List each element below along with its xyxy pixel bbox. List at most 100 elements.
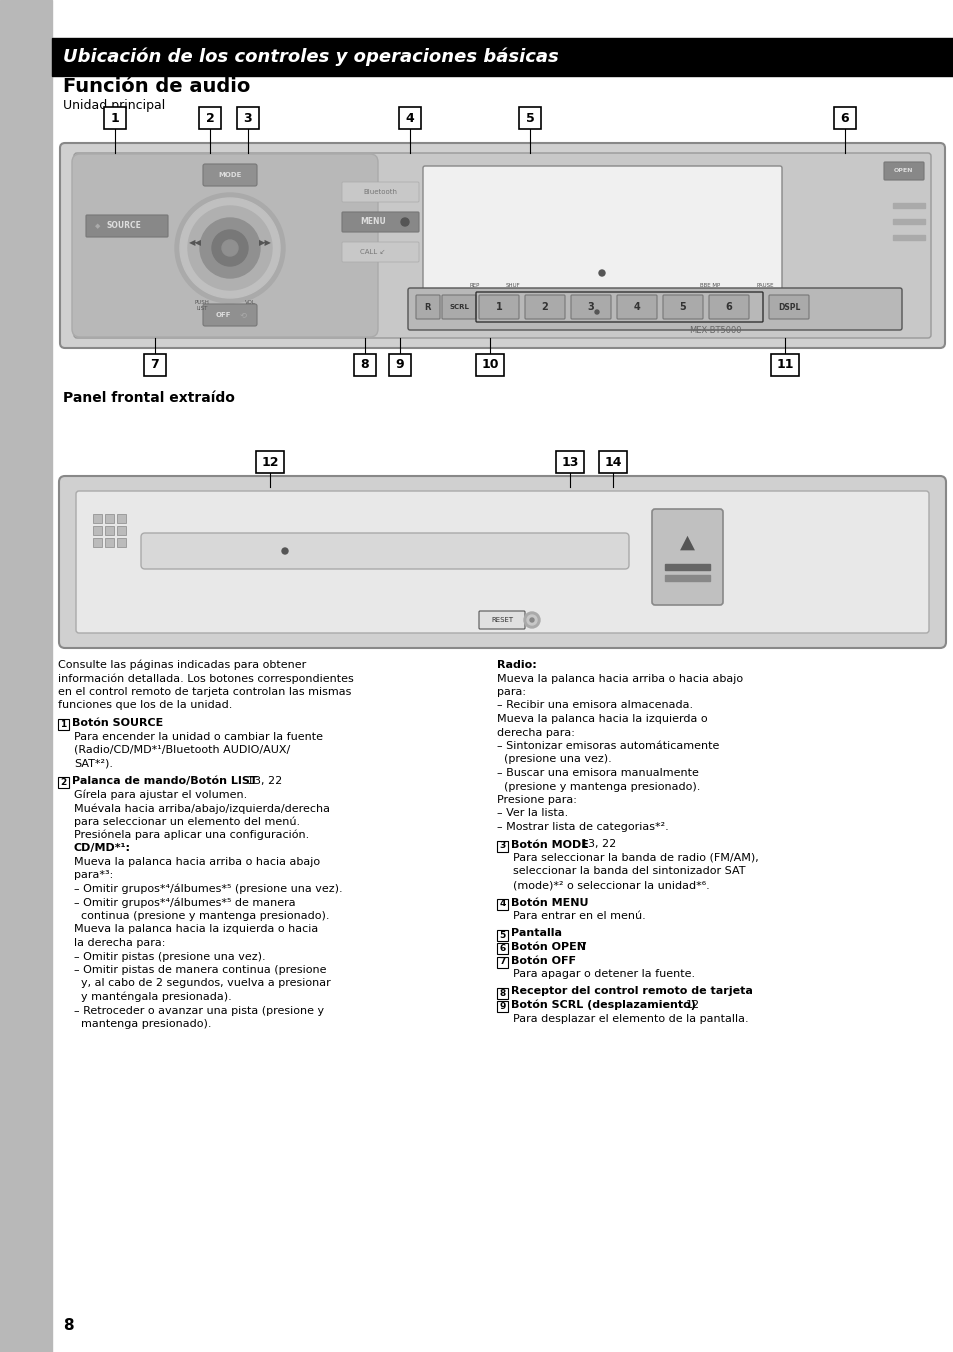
Circle shape bbox=[282, 548, 288, 554]
Circle shape bbox=[400, 218, 409, 226]
Text: Panel frontal extraído: Panel frontal extraído bbox=[63, 391, 234, 406]
Text: 12: 12 bbox=[261, 456, 278, 469]
Bar bbox=[0, 0, 52, 1352]
Text: – Retroceder o avanzar una pista (presione y: – Retroceder o avanzar una pista (presio… bbox=[74, 1006, 324, 1015]
Text: Botón SOURCE: Botón SOURCE bbox=[71, 718, 163, 727]
Text: REP: REP bbox=[469, 283, 479, 288]
Bar bbox=[117, 538, 126, 548]
Text: 8: 8 bbox=[498, 988, 505, 998]
Bar bbox=[105, 514, 113, 523]
Bar bbox=[105, 538, 113, 548]
Text: 6: 6 bbox=[498, 944, 505, 953]
Text: 10: 10 bbox=[480, 358, 498, 372]
Text: 13: 13 bbox=[560, 456, 578, 469]
Text: 2: 2 bbox=[541, 301, 548, 312]
Text: Botón SCRL (desplazamiento): Botón SCRL (desplazamiento) bbox=[511, 1000, 695, 1010]
Circle shape bbox=[222, 241, 237, 256]
Text: continua (presione y mantenga presionado).: continua (presione y mantenga presionado… bbox=[74, 911, 329, 921]
Text: 12: 12 bbox=[685, 1000, 700, 1010]
FancyBboxPatch shape bbox=[416, 295, 439, 319]
FancyBboxPatch shape bbox=[662, 295, 702, 319]
Bar bbox=[104, 107, 126, 128]
Text: Unidad principal: Unidad principal bbox=[63, 99, 165, 111]
Text: Muévala hacia arriba/abajo/izquierda/derecha: Muévala hacia arriba/abajo/izquierda/der… bbox=[74, 803, 330, 814]
Text: 3: 3 bbox=[243, 111, 252, 124]
FancyBboxPatch shape bbox=[341, 183, 418, 201]
Text: para seleccionar un elemento del menú.: para seleccionar un elemento del menú. bbox=[74, 817, 300, 827]
Text: Receptor del control remoto de tarjeta: Receptor del control remoto de tarjeta bbox=[511, 987, 752, 996]
FancyBboxPatch shape bbox=[422, 166, 781, 289]
Text: – Ver la lista.: – Ver la lista. bbox=[497, 808, 568, 818]
Circle shape bbox=[174, 193, 285, 303]
Text: 7: 7 bbox=[578, 942, 585, 952]
FancyBboxPatch shape bbox=[441, 295, 476, 319]
Text: (presione y mantenga presionado).: (presione y mantenga presionado). bbox=[497, 781, 700, 791]
Text: Botón OFF: Botón OFF bbox=[511, 956, 576, 965]
Text: PAUSE: PAUSE bbox=[756, 283, 773, 288]
Circle shape bbox=[523, 612, 539, 627]
Text: Botón MODE: Botón MODE bbox=[511, 840, 588, 849]
Text: SCRL: SCRL bbox=[449, 304, 469, 310]
Text: 8: 8 bbox=[360, 358, 369, 372]
Bar bbox=[236, 107, 258, 128]
Text: Para apagar o detener la fuente.: Para apagar o detener la fuente. bbox=[513, 969, 695, 979]
Text: R: R bbox=[424, 303, 431, 311]
Text: MODE: MODE bbox=[218, 172, 241, 178]
Text: MEX-BT5000: MEX-BT5000 bbox=[688, 326, 740, 335]
Text: (mode)*² o seleccionar la unidad*⁶.: (mode)*² o seleccionar la unidad*⁶. bbox=[513, 880, 709, 890]
Text: 1: 1 bbox=[496, 301, 502, 312]
Text: SOURCE: SOURCE bbox=[107, 222, 142, 230]
Text: VOL: VOL bbox=[244, 300, 255, 306]
Text: 9: 9 bbox=[498, 1002, 505, 1011]
Text: – Omitir grupos*⁴/álbumes*⁵ (presione una vez).: – Omitir grupos*⁴/álbumes*⁵ (presione un… bbox=[74, 884, 342, 895]
FancyBboxPatch shape bbox=[203, 164, 256, 187]
Text: Función de audio: Función de audio bbox=[63, 77, 250, 96]
Text: 5: 5 bbox=[679, 301, 685, 312]
Text: Para encender la unidad o cambiar la fuente: Para encender la unidad o cambiar la fue… bbox=[74, 731, 323, 741]
Bar bbox=[497, 841, 507, 852]
Bar bbox=[497, 1000, 507, 1013]
FancyBboxPatch shape bbox=[341, 212, 418, 233]
Text: (presione una vez).: (presione una vez). bbox=[497, 754, 611, 764]
Text: 1: 1 bbox=[60, 721, 67, 729]
Text: 3: 3 bbox=[587, 301, 594, 312]
Text: y, al cabo de 2 segundos, vuelva a presionar: y, al cabo de 2 segundos, vuelva a presi… bbox=[74, 979, 331, 988]
Text: RESET: RESET bbox=[491, 617, 513, 623]
FancyBboxPatch shape bbox=[408, 288, 901, 330]
Text: 4: 4 bbox=[633, 301, 639, 312]
Text: Pantalla: Pantalla bbox=[511, 929, 561, 938]
Bar bbox=[255, 452, 284, 473]
FancyBboxPatch shape bbox=[883, 162, 923, 180]
Text: 9: 9 bbox=[395, 358, 404, 372]
Text: Mueva la palanca hacia arriba o hacia abajo: Mueva la palanca hacia arriba o hacia ab… bbox=[74, 857, 320, 867]
Text: ▲: ▲ bbox=[679, 533, 694, 552]
Text: Presiónela para aplicar una configuración.: Presiónela para aplicar una configuració… bbox=[74, 830, 309, 841]
Bar bbox=[52, 38, 953, 76]
FancyBboxPatch shape bbox=[74, 153, 930, 338]
Text: Presione para:: Presione para: bbox=[497, 795, 577, 804]
Text: OFF: OFF bbox=[215, 312, 231, 318]
FancyBboxPatch shape bbox=[203, 304, 256, 326]
Bar bbox=[598, 452, 626, 473]
Text: Radio:: Radio: bbox=[497, 660, 537, 671]
Bar bbox=[664, 564, 709, 571]
Bar bbox=[497, 899, 507, 910]
Text: Bluetooth: Bluetooth bbox=[363, 189, 396, 195]
Text: – Omitir grupos*⁴/álbumes*⁵ de manera: – Omitir grupos*⁴/álbumes*⁵ de manera bbox=[74, 898, 295, 909]
Bar bbox=[770, 354, 799, 376]
Circle shape bbox=[200, 218, 260, 279]
Text: – Omitir pistas de manera continua (presione: – Omitir pistas de manera continua (pres… bbox=[74, 965, 326, 975]
Text: para:: para: bbox=[497, 687, 525, 698]
Text: funciones que los de la unidad.: funciones que los de la unidad. bbox=[58, 700, 233, 711]
FancyBboxPatch shape bbox=[708, 295, 748, 319]
Text: 14: 14 bbox=[603, 456, 621, 469]
Bar bbox=[354, 354, 375, 376]
Text: en el control remoto de tarjeta controlan las mismas: en el control remoto de tarjeta controla… bbox=[58, 687, 351, 698]
Circle shape bbox=[530, 618, 534, 622]
Bar bbox=[92, 526, 102, 535]
Text: Botón OPEN: Botón OPEN bbox=[511, 942, 585, 952]
Text: Para entrar en el menú.: Para entrar en el menú. bbox=[513, 911, 645, 921]
FancyBboxPatch shape bbox=[478, 611, 524, 629]
Text: 4: 4 bbox=[498, 899, 505, 909]
Text: 1: 1 bbox=[111, 111, 119, 124]
